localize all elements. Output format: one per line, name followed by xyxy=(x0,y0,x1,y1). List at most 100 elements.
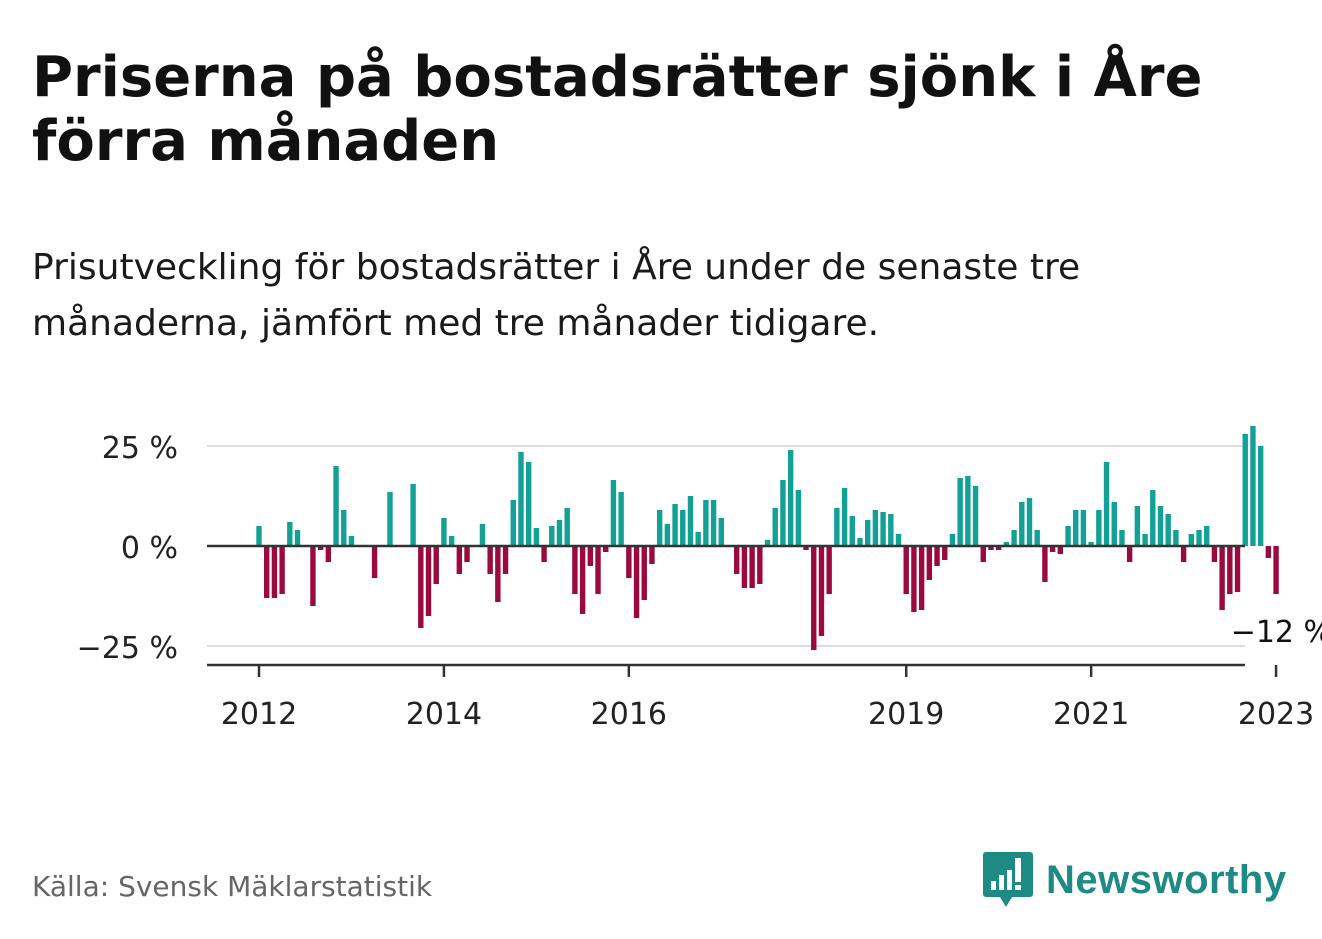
bar xyxy=(1019,502,1025,546)
bar xyxy=(587,546,594,566)
bar xyxy=(656,510,663,546)
bar xyxy=(888,514,894,546)
y-tick-label: −25 % xyxy=(77,631,178,666)
x-tick-label: 2016 xyxy=(591,697,667,730)
bar xyxy=(618,492,624,546)
bar xyxy=(1126,546,1133,562)
bar xyxy=(695,532,701,546)
bar xyxy=(1011,530,1017,546)
bar xyxy=(579,546,586,614)
source-note: Källa: Svensk Mäklarstatistik xyxy=(32,870,433,903)
bar xyxy=(1119,530,1125,546)
bar xyxy=(1196,530,1202,546)
bar xyxy=(942,546,948,560)
bar xyxy=(649,546,655,564)
bar xyxy=(525,462,532,546)
bar xyxy=(710,500,717,546)
bar xyxy=(348,536,355,546)
bar xyxy=(772,508,778,546)
bar xyxy=(325,546,332,562)
x-tick-label: 2014 xyxy=(406,697,482,730)
tick-labels: 25 % 0 % −25 % 2012 2014 2016 2019 2021 2023 −12 … xyxy=(77,431,1322,730)
bar xyxy=(279,546,285,594)
bar xyxy=(1257,446,1264,546)
bar xyxy=(1180,546,1187,562)
bar xyxy=(572,546,578,594)
bar xyxy=(795,490,802,546)
bar xyxy=(872,510,879,546)
bar xyxy=(1234,546,1241,592)
bar xyxy=(757,546,763,584)
bar xyxy=(502,546,509,574)
bar xyxy=(448,536,455,546)
bar xyxy=(918,546,925,610)
last-value-annotation: −12 % xyxy=(1231,615,1322,650)
bar xyxy=(965,476,971,546)
bar xyxy=(834,508,840,546)
bar xyxy=(803,546,809,550)
bar xyxy=(841,488,848,546)
y-tick-label: 25 % xyxy=(102,431,178,466)
bar xyxy=(541,546,547,562)
bars xyxy=(256,426,1279,650)
bar xyxy=(495,546,501,602)
bar xyxy=(1227,546,1233,594)
bar xyxy=(626,546,632,578)
bar xyxy=(703,500,709,546)
bar xyxy=(595,546,601,594)
bar xyxy=(1096,510,1102,546)
bar xyxy=(603,546,609,552)
bar xyxy=(903,546,909,594)
bar xyxy=(1150,490,1156,546)
bar xyxy=(849,516,855,546)
bar xyxy=(995,546,1002,550)
bar xyxy=(664,524,671,546)
bar xyxy=(1211,546,1218,562)
bar xyxy=(1088,542,1094,546)
bar xyxy=(464,546,470,562)
bar xyxy=(310,546,316,606)
bar xyxy=(1034,530,1040,546)
bar xyxy=(1134,506,1141,546)
bar xyxy=(672,504,678,546)
bar xyxy=(1057,546,1064,554)
grid-lines xyxy=(207,445,1245,647)
bar xyxy=(988,546,994,550)
bar xyxy=(934,546,940,566)
bar xyxy=(1026,498,1033,546)
bar xyxy=(1204,526,1210,546)
bar xyxy=(749,546,755,588)
bar xyxy=(818,546,825,636)
bar xyxy=(533,528,540,546)
bar xyxy=(264,546,270,598)
bar xyxy=(895,534,902,546)
bar xyxy=(926,546,933,580)
bar xyxy=(510,500,516,546)
bar xyxy=(556,520,563,546)
bar xyxy=(826,546,832,594)
newsworthy-bar-chart-icon xyxy=(983,852,1033,907)
brand-logo: Newsworthy xyxy=(982,850,1287,910)
bar xyxy=(1157,506,1164,546)
bar xyxy=(479,524,486,546)
bar xyxy=(780,480,786,546)
bar xyxy=(294,530,301,546)
bar xyxy=(1080,510,1087,546)
bar xyxy=(410,484,416,546)
bar xyxy=(1273,546,1279,594)
axes xyxy=(207,544,1278,677)
bar xyxy=(610,480,617,546)
bar xyxy=(271,546,278,598)
bar xyxy=(718,518,724,546)
bar xyxy=(1065,526,1071,546)
bar xyxy=(957,478,963,546)
y-tick-label: 0 % xyxy=(121,531,178,566)
bar xyxy=(1165,514,1171,546)
bar xyxy=(371,546,378,578)
bar xyxy=(687,496,694,546)
bar-chart: 25 % 0 % −25 % 2012 2014 2016 2019 2021 2023 −12 … xyxy=(77,426,1322,730)
x-tick-label: 2019 xyxy=(868,697,944,730)
bar xyxy=(1188,534,1195,546)
bar xyxy=(972,486,979,546)
bar xyxy=(287,522,293,546)
